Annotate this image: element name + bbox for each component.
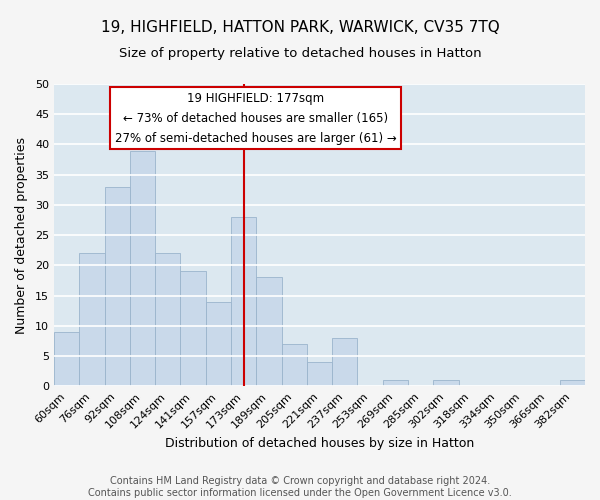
Bar [383, 380, 408, 386]
Bar [181, 272, 206, 386]
Bar [231, 217, 256, 386]
Text: 19, HIGHFIELD, HATTON PARK, WARWICK, CV35 7TQ: 19, HIGHFIELD, HATTON PARK, WARWICK, CV3… [101, 20, 499, 35]
Bar [155, 254, 181, 386]
Bar [206, 302, 231, 386]
X-axis label: Distribution of detached houses by size in Hatton: Distribution of detached houses by size … [165, 437, 474, 450]
Bar [332, 338, 358, 386]
Bar [307, 362, 332, 386]
Bar [104, 187, 130, 386]
Text: Size of property relative to detached houses in Hatton: Size of property relative to detached ho… [119, 48, 481, 60]
Y-axis label: Number of detached properties: Number of detached properties [15, 136, 28, 334]
Bar [281, 344, 307, 387]
Bar [433, 380, 458, 386]
Bar [560, 380, 585, 386]
Text: 19 HIGHFIELD: 177sqm
← 73% of detached houses are smaller (165)
27% of semi-deta: 19 HIGHFIELD: 177sqm ← 73% of detached h… [115, 92, 397, 144]
Text: Contains HM Land Registry data © Crown copyright and database right 2024.
Contai: Contains HM Land Registry data © Crown c… [88, 476, 512, 498]
Bar [256, 278, 281, 386]
Bar [130, 150, 155, 386]
Bar [54, 332, 79, 386]
Bar [79, 254, 104, 386]
